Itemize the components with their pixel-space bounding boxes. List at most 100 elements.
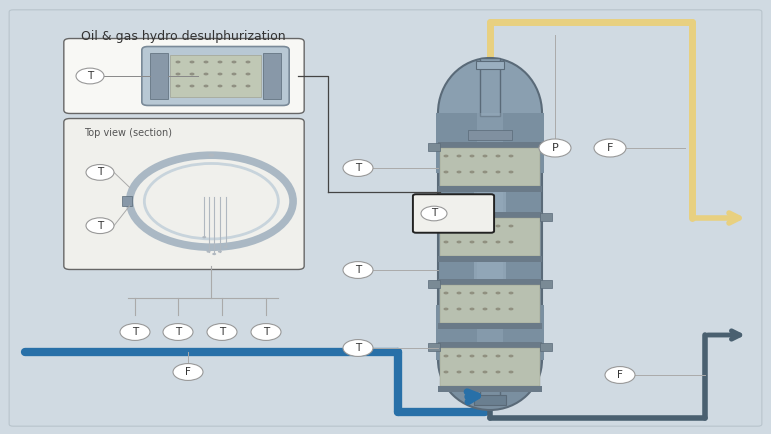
Circle shape [470, 240, 474, 243]
Circle shape [456, 171, 462, 174]
Text: T: T [97, 168, 103, 178]
Circle shape [496, 240, 500, 243]
Circle shape [470, 292, 474, 294]
Bar [438, 323, 542, 329]
Text: T: T [175, 327, 181, 337]
Circle shape [496, 371, 500, 373]
Circle shape [231, 72, 237, 76]
Circle shape [202, 236, 207, 238]
Bar [438, 386, 542, 392]
Text: T: T [97, 220, 103, 231]
Circle shape [496, 155, 500, 158]
Circle shape [443, 224, 449, 227]
Bar [170, 55, 261, 97]
Bar [438, 113, 542, 360]
Bar [474, 395, 506, 405]
Circle shape [594, 139, 626, 157]
Bar [440, 218, 540, 256]
Circle shape [456, 240, 462, 243]
Circle shape [204, 61, 208, 63]
FancyBboxPatch shape [64, 39, 305, 113]
Circle shape [343, 160, 373, 177]
Text: T: T [219, 327, 225, 337]
Circle shape [470, 371, 474, 373]
Bar [438, 256, 542, 262]
Text: Top view (section): Top view (section) [84, 128, 172, 138]
Circle shape [483, 155, 487, 158]
Circle shape [443, 155, 449, 158]
Bar [540, 343, 552, 351]
Circle shape [509, 308, 513, 310]
Circle shape [496, 308, 500, 310]
Bar [468, 130, 512, 140]
Bar [440, 285, 540, 323]
Circle shape [231, 61, 237, 63]
Text: T: T [132, 327, 138, 337]
Circle shape [509, 292, 513, 294]
Circle shape [204, 85, 208, 87]
Circle shape [86, 218, 114, 233]
Circle shape [207, 324, 237, 340]
Circle shape [509, 355, 513, 358]
FancyBboxPatch shape [142, 46, 289, 105]
Bar [438, 142, 542, 148]
Circle shape [456, 308, 462, 310]
Circle shape [208, 154, 214, 157]
Circle shape [343, 262, 373, 279]
Circle shape [456, 224, 462, 227]
Text: F: F [617, 370, 623, 380]
Circle shape [509, 224, 513, 227]
Bar [436, 305, 544, 360]
Bar [476, 61, 504, 69]
Circle shape [483, 171, 487, 174]
Circle shape [456, 355, 462, 358]
Circle shape [509, 371, 513, 373]
Circle shape [217, 61, 223, 63]
Circle shape [245, 61, 251, 63]
Circle shape [176, 61, 180, 63]
Circle shape [421, 206, 447, 221]
Text: Oil & gas hydro desulphurization: Oil & gas hydro desulphurization [81, 30, 285, 43]
Bar [540, 213, 552, 221]
Ellipse shape [438, 310, 542, 410]
Circle shape [120, 324, 150, 340]
Circle shape [456, 292, 462, 294]
Text: T: T [431, 208, 437, 218]
Circle shape [470, 171, 474, 174]
Circle shape [509, 171, 513, 174]
Text: F: F [607, 143, 613, 153]
Text: T: T [263, 327, 269, 337]
Bar [438, 342, 542, 348]
FancyBboxPatch shape [64, 118, 305, 270]
Text: T: T [355, 343, 361, 353]
Circle shape [163, 324, 193, 340]
Circle shape [470, 355, 474, 358]
Circle shape [443, 292, 449, 294]
Circle shape [470, 308, 474, 310]
Circle shape [176, 85, 180, 87]
Circle shape [86, 164, 114, 180]
Bar [122, 196, 132, 206]
Circle shape [443, 355, 449, 358]
Bar [438, 212, 542, 218]
Bar [474, 113, 506, 360]
Circle shape [509, 155, 513, 158]
Circle shape [509, 240, 513, 243]
Circle shape [496, 292, 500, 294]
Circle shape [231, 85, 237, 87]
Circle shape [496, 355, 500, 358]
Circle shape [176, 72, 180, 76]
Circle shape [456, 371, 462, 373]
Circle shape [496, 224, 500, 227]
Circle shape [224, 246, 227, 248]
Text: T: T [355, 265, 361, 275]
Circle shape [190, 72, 194, 76]
Bar [428, 343, 440, 351]
Circle shape [443, 240, 449, 243]
Circle shape [251, 324, 281, 340]
Circle shape [204, 72, 208, 76]
Ellipse shape [438, 58, 542, 168]
Circle shape [190, 61, 194, 63]
Circle shape [443, 308, 449, 310]
Text: T: T [87, 71, 93, 81]
